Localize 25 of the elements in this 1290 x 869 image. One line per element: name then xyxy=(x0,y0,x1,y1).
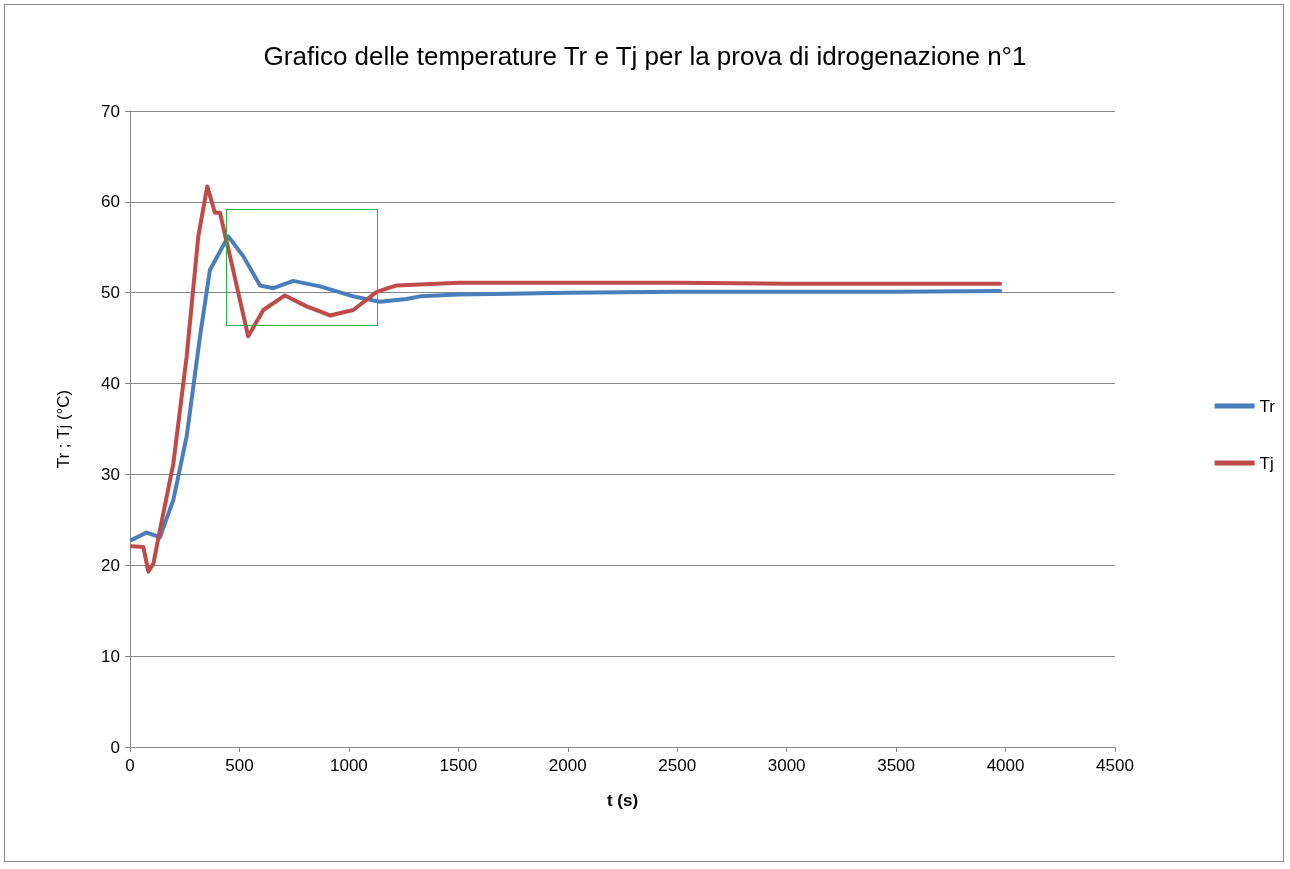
y-tick-label: 30 xyxy=(101,464,120,484)
y-tick-label: 10 xyxy=(101,646,120,666)
legend-label: Tr xyxy=(1259,396,1276,416)
x-tick-label: 3500 xyxy=(877,756,916,775)
y-tick-label: 0 xyxy=(110,737,120,757)
x-tick-label: 1500 xyxy=(439,756,478,775)
legend-label: Tj xyxy=(1259,453,1274,473)
y-tick-label: 40 xyxy=(101,374,120,394)
x-tick-label: 2500 xyxy=(658,756,697,775)
chart-title: Grafico delle temperature Tr e Tj per la prova di idrogenazione n°1 xyxy=(263,41,1027,71)
x-tick-label: 3000 xyxy=(767,756,806,775)
x-tick-label: 500 xyxy=(225,756,254,775)
x-tick-label: 4000 xyxy=(986,756,1025,775)
x-axis-title: t (s) xyxy=(606,791,639,810)
y-tick-label: 50 xyxy=(101,283,120,303)
x-tick-label: 2000 xyxy=(548,756,587,775)
x-tick-label: 1000 xyxy=(329,756,368,775)
y-tick-label: 70 xyxy=(101,101,120,121)
y-tick-label: 20 xyxy=(101,555,120,575)
line-series xyxy=(129,184,1003,574)
x-tick-label: 0 xyxy=(125,756,135,775)
y-tick-label: 60 xyxy=(101,192,120,212)
x-tick-label: 4500 xyxy=(1096,756,1134,775)
y-axis-title: Tr ; Tj (°C) xyxy=(54,389,73,469)
line-series xyxy=(129,234,1003,542)
